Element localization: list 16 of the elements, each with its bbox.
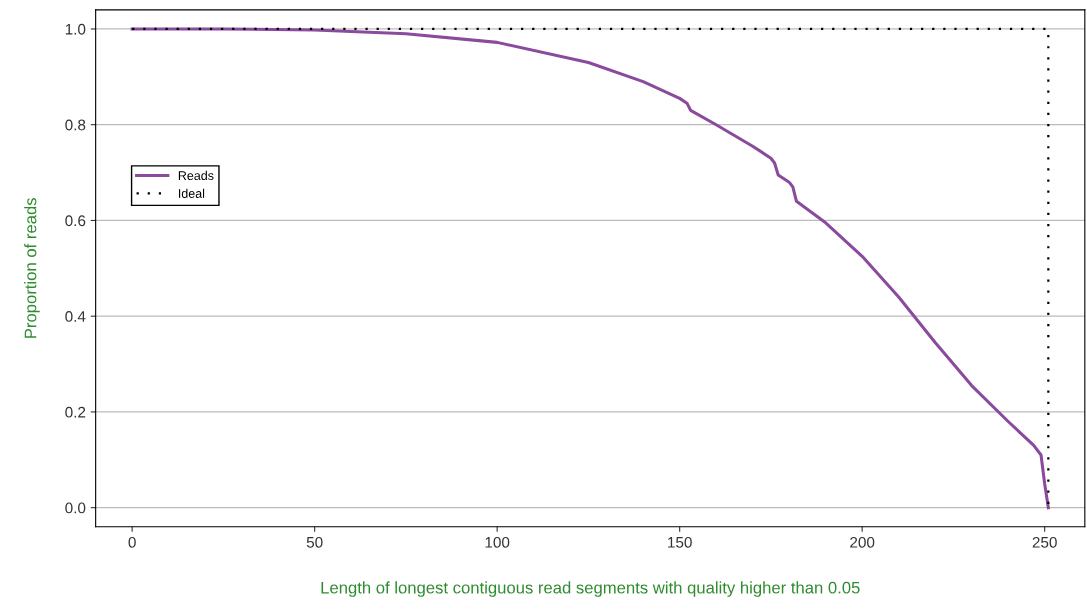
y-tick-label: 0.8	[65, 119, 86, 131]
y-axis-title: Proportion of reads	[24, 198, 40, 338]
x-tick-label: 50	[306, 536, 323, 548]
x-tick-label: 200	[850, 536, 875, 548]
x-tick-label: 0	[128, 536, 136, 548]
y-tick-label: 0.2	[65, 406, 86, 418]
y-tick-label: 0.6	[65, 215, 86, 227]
y-tick-label: 0.4	[65, 311, 86, 322]
legend-label: Reads	[178, 170, 214, 180]
x-tick-label: 100	[485, 536, 510, 548]
x-tick-label: 150	[668, 536, 692, 548]
x-tick-label: 250	[1032, 536, 1057, 548]
y-tick-label: 0.0	[65, 502, 86, 514]
legend-label: Ideal	[178, 188, 205, 198]
y-tick-label: 1.0	[65, 23, 86, 35]
x-axis-title: Length of longest contiguous read segments with quality higher than 0.05	[321, 581, 860, 597]
